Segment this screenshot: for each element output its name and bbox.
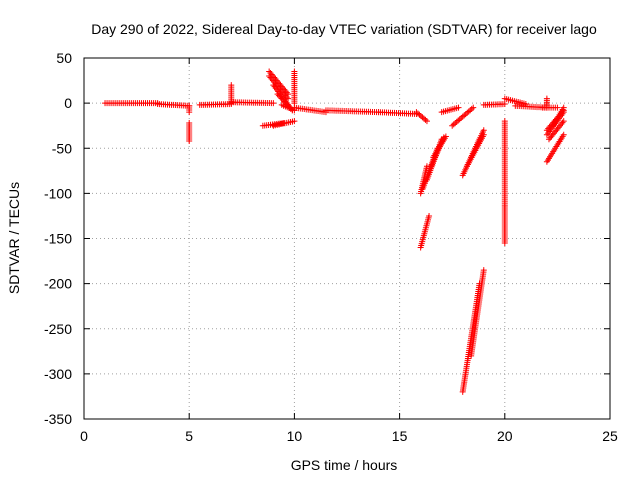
data-point xyxy=(543,95,550,102)
data-point xyxy=(281,98,288,105)
data-point xyxy=(277,94,284,101)
data-point xyxy=(270,100,277,107)
data-point xyxy=(423,118,430,125)
x-tick-label: 25 xyxy=(602,428,618,444)
x-tick-label: 5 xyxy=(185,428,193,444)
data-point xyxy=(480,127,487,134)
data-point xyxy=(280,119,287,126)
y-tick-label: -100 xyxy=(44,185,72,201)
y-tick-label: -300 xyxy=(44,366,72,382)
y-tick-label: -350 xyxy=(44,411,72,427)
y-tick-label: 50 xyxy=(56,50,72,66)
data-point xyxy=(560,131,567,138)
data-point xyxy=(186,138,193,145)
data-point xyxy=(554,104,561,111)
data-point xyxy=(442,133,449,140)
y-axis-label: SDTVAR / TECUs xyxy=(6,182,22,294)
data-point xyxy=(480,267,487,274)
x-axis-label: GPS time / hours xyxy=(291,457,398,473)
grid-lines xyxy=(84,58,610,419)
y-tick-label: -150 xyxy=(44,231,72,247)
plot-frame xyxy=(83,57,611,420)
data-point xyxy=(501,101,508,108)
data-point xyxy=(186,109,193,116)
x-tick-label: 0 xyxy=(80,428,88,444)
data-point xyxy=(279,97,286,104)
data-points xyxy=(102,68,567,395)
x-tick-label: 10 xyxy=(287,428,303,444)
data-point xyxy=(455,104,462,111)
y-tick-label: -50 xyxy=(52,140,72,156)
data-point xyxy=(501,240,508,247)
y-tick-label: 0 xyxy=(64,95,72,111)
data-point xyxy=(560,118,567,125)
tick-marks xyxy=(83,57,611,420)
data-point xyxy=(470,104,477,111)
data-point xyxy=(275,92,282,99)
x-tick-label: 20 xyxy=(497,428,513,444)
data-point xyxy=(560,104,567,111)
data-point xyxy=(278,95,285,102)
x-tick-label: 15 xyxy=(392,428,408,444)
data-point xyxy=(426,212,433,219)
data-point xyxy=(274,91,281,98)
chart-title: Day 290 of 2022, Sidereal Day-to-day VTE… xyxy=(91,21,597,37)
y-tick-label: -200 xyxy=(44,276,72,292)
data-point xyxy=(285,95,292,102)
y-tick-label: -250 xyxy=(44,321,72,337)
data-point xyxy=(228,82,235,89)
data-point xyxy=(291,118,298,125)
